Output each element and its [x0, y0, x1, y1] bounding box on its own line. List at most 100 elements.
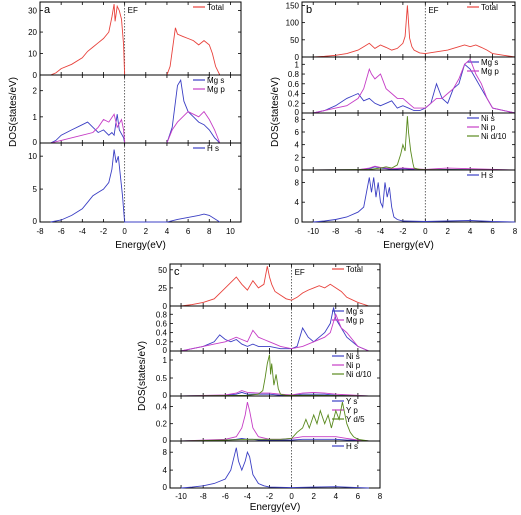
- y-tick-label: 10: [28, 152, 37, 161]
- legend-label: Total: [207, 3, 224, 12]
- y-axis-label: DOS(states/eV): [137, 341, 148, 411]
- x-tick-label: -4: [79, 227, 87, 236]
- series-mg-s: [181, 307, 370, 352]
- y-tick-label: 0.4: [288, 90, 300, 99]
- x-tick-label: -6: [354, 227, 362, 236]
- x-tick-label: 0: [289, 492, 294, 501]
- subplot-c-3: 0 0.5 1 Ni sNi pNi d/10: [156, 350, 381, 400]
- x-tick-label: 0: [423, 227, 428, 236]
- subplot-c-5: 0 4 8 H s: [163, 440, 381, 492]
- fermi-label: EF: [295, 268, 305, 277]
- y-tick-label: 25: [158, 284, 167, 293]
- y-tick-label: 0: [163, 483, 168, 492]
- series-ni-p: [313, 165, 516, 171]
- y-tick-label: 0: [163, 391, 168, 400]
- y-tick-label: 50: [290, 36, 299, 45]
- y-tick-label: 1: [163, 356, 168, 365]
- y-tick-label: 0: [295, 53, 300, 62]
- y-tick-label: 5: [33, 185, 38, 194]
- legend-label: Y d/5: [346, 415, 365, 424]
- y-tick-label: 4: [163, 466, 168, 475]
- x-tick-label: -8: [332, 227, 340, 236]
- series-y-p: [181, 401, 369, 442]
- legend-label: Ni s: [346, 352, 360, 361]
- series-h-s: [181, 447, 369, 489]
- series-h-s: [50, 149, 221, 223]
- x-tick-label: -6: [58, 227, 66, 236]
- y-tick-label: 2: [295, 153, 300, 162]
- panel-label: a: [44, 4, 51, 16]
- x-tick-label: -4: [377, 227, 385, 236]
- subplot-c-2: 00.20.40.60.8 Mg sMg p: [156, 305, 381, 355]
- x-tick-label: 6: [490, 227, 495, 236]
- fermi-label: EF: [428, 6, 438, 15]
- x-tick-label: -2: [266, 492, 274, 501]
- y-tick-label: 10: [28, 50, 37, 59]
- series-h-s: [313, 177, 516, 223]
- y-tick-label: 0: [163, 346, 168, 355]
- y-tick-label: 0.6: [156, 319, 168, 328]
- series-mg-p: [181, 312, 370, 352]
- y-tick-label: 20: [28, 28, 37, 37]
- y-tick-label: 100: [286, 19, 300, 28]
- series-mg-p: [50, 110, 221, 144]
- legend-label: Mg p: [207, 85, 225, 94]
- subplot-a-2: 0 1 2 Mg sMg p: [33, 74, 242, 147]
- panel-label: c: [174, 266, 180, 278]
- legend-label: Total: [346, 265, 363, 274]
- y-tick-label: 0: [295, 217, 300, 226]
- panel-label: b: [306, 4, 312, 16]
- x-tick-label: 4: [165, 227, 170, 236]
- y-tick-label: 0: [295, 108, 300, 117]
- subplot-frame: [169, 440, 381, 489]
- x-tick-label: 4: [334, 492, 339, 501]
- legend-label: H s: [481, 171, 493, 180]
- legend-label: Y p: [346, 406, 358, 415]
- x-tick-label: 8: [207, 227, 212, 236]
- y-tick-label: 150: [286, 1, 300, 10]
- series-y-d-5: [181, 402, 369, 442]
- y-tick-label: 0.2: [156, 338, 168, 347]
- y-tick-label: 4: [295, 198, 300, 207]
- legend-label: H s: [346, 442, 358, 451]
- subplot-c-4: 0 0.2 0.4 Y sY pY d/5: [156, 395, 381, 445]
- y-axis-label: DOS(states/eV): [270, 77, 281, 147]
- y-tick-label: 0.2: [288, 99, 300, 108]
- x-tick-label: 2: [311, 492, 316, 501]
- y-tick-label: 0: [33, 138, 38, 147]
- legend-label: Ni p: [346, 361, 361, 370]
- y-axis-label: DOS(states/eV): [8, 77, 19, 147]
- y-tick-label: 0.8: [156, 310, 168, 319]
- series-mg-s: [313, 63, 516, 114]
- subplot-frame: [301, 169, 516, 223]
- x-tick-label: -8: [36, 227, 44, 236]
- series-ni-p: [181, 390, 369, 397]
- y-tick-label: 0.2: [156, 420, 168, 429]
- x-tick-label: 4: [468, 227, 473, 236]
- y-tick-label: 0.4: [156, 329, 168, 338]
- subplot-b-1: 0 50 100 150 Total: [286, 1, 516, 62]
- x-tick-label: -4: [244, 492, 252, 501]
- fermi-label: EF: [128, 6, 138, 15]
- series-y-s: [181, 437, 369, 442]
- y-tick-label: 50: [158, 266, 167, 275]
- y-tick-label: 4: [295, 141, 300, 150]
- y-tick-label: 0.5: [156, 374, 168, 383]
- legend-label: Ni s: [481, 114, 495, 123]
- x-tick-label: 6: [356, 492, 361, 501]
- y-tick-label: 0: [33, 217, 38, 226]
- subplot-c-1: 0 25 50 Total: [158, 263, 381, 311]
- x-axis-label: Energy(eV): [250, 502, 301, 513]
- legend-label: Mg p: [346, 316, 364, 325]
- legend-label: Mg s: [346, 307, 363, 316]
- subplot-frame: [39, 1, 242, 76]
- series-total: [313, 5, 516, 58]
- series-total: [181, 266, 370, 307]
- y-tick-label: 8: [295, 115, 300, 124]
- x-tick-label: 8: [378, 492, 383, 501]
- y-tick-label: 0: [295, 165, 300, 174]
- subplot-b-3: 0 2 4 6 8 Ni sNi pNi d/10: [295, 112, 516, 174]
